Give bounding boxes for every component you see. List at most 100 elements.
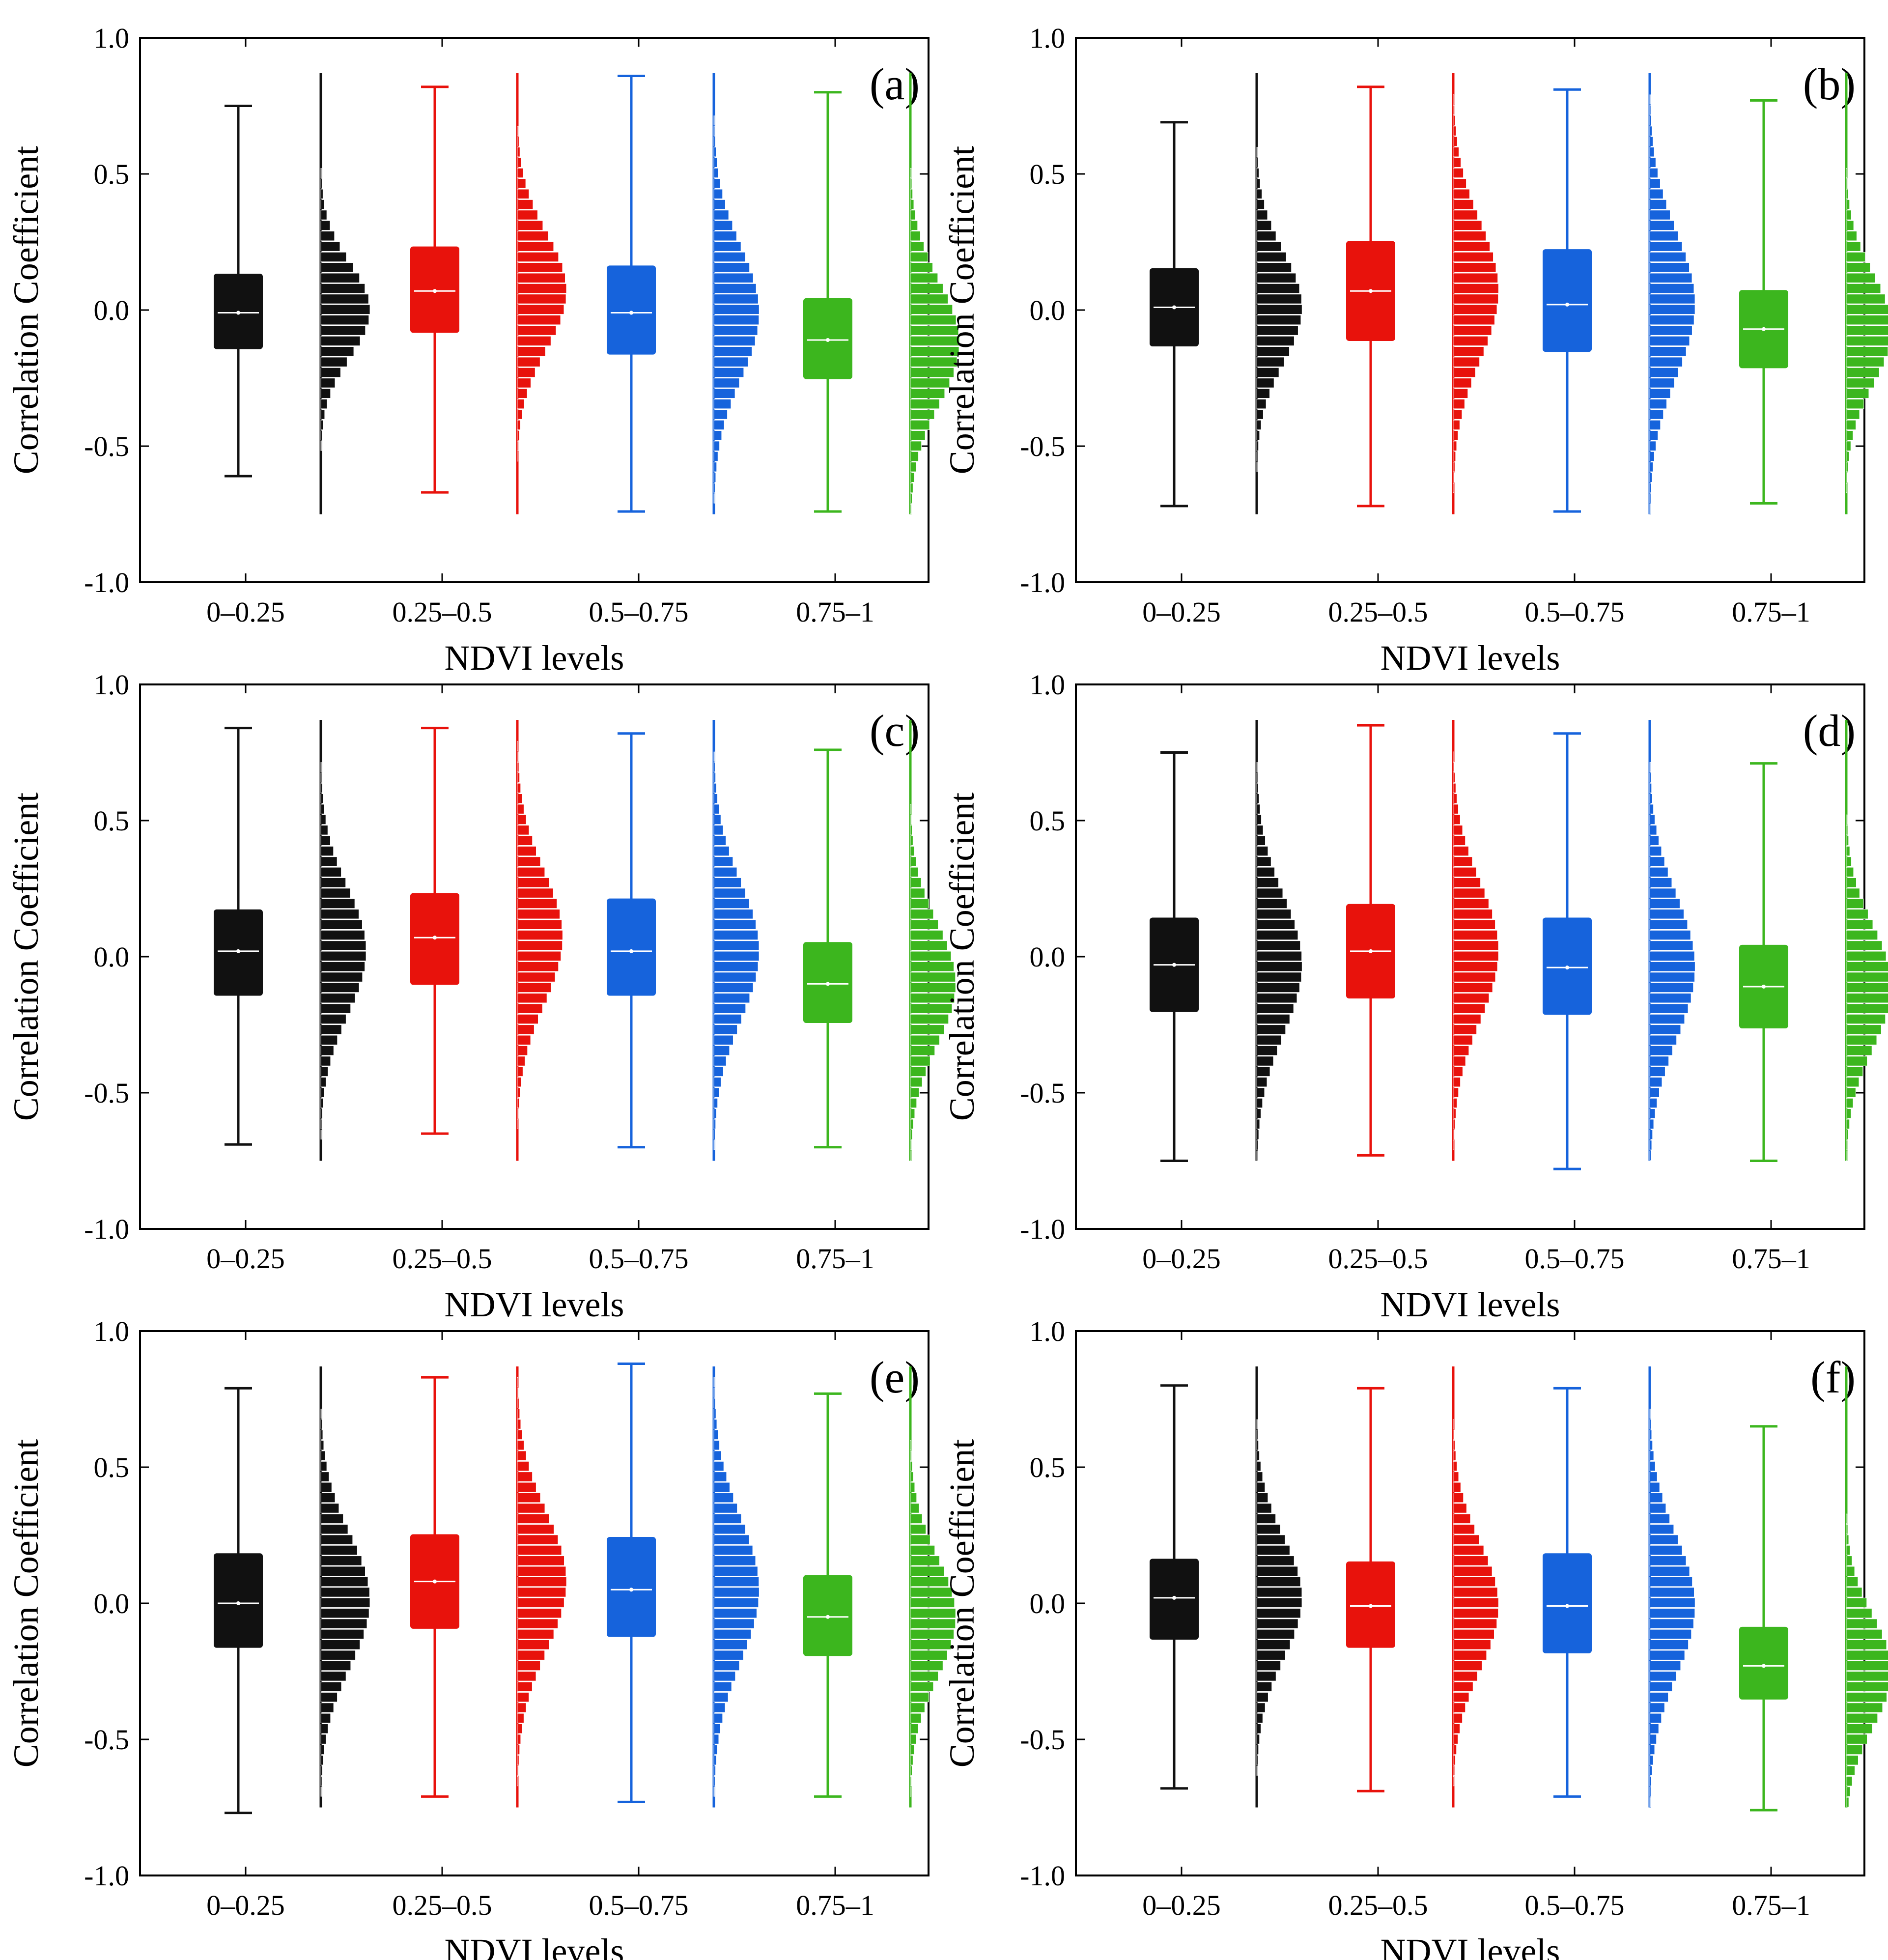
histogram-bar [320, 1461, 327, 1472]
histogram-bar [713, 283, 757, 294]
histogram-bar [910, 1692, 929, 1703]
histogram-bar [713, 1681, 732, 1692]
histogram-bar [1649, 1150, 1652, 1161]
histogram-bar [1846, 898, 1864, 909]
histogram-bar [1846, 1014, 1886, 1024]
histogram-bar [1453, 441, 1457, 451]
histogram-bar [1649, 993, 1691, 1003]
mean-marker [629, 1588, 633, 1592]
histogram-bar [1649, 1024, 1681, 1035]
histogram-bar [1649, 1066, 1665, 1077]
histogram-bar [1846, 878, 1857, 888]
histogram-bar [517, 898, 557, 909]
histogram-bar [1846, 1119, 1850, 1129]
mean-marker [433, 936, 437, 940]
histogram-bar [1649, 1755, 1654, 1765]
histogram-bar [320, 1692, 338, 1703]
histogram-bar [320, 1087, 325, 1098]
histogram-bar [713, 1056, 727, 1066]
series-2: 0.5–0.75 [1525, 684, 1695, 1275]
histogram-bar [1453, 273, 1498, 283]
histogram-bar [713, 919, 756, 930]
histogram-bar [517, 1398, 519, 1408]
histogram-bar [1649, 888, 1676, 898]
histogram-bar [910, 325, 959, 336]
histogram-bar [517, 1534, 559, 1545]
histogram-bar [517, 1671, 536, 1681]
histogram-bar [1649, 231, 1679, 241]
histogram-bar [910, 867, 919, 877]
histogram-bar [713, 1534, 750, 1545]
histogram-bar [713, 1566, 758, 1576]
histogram-bar [1649, 1576, 1693, 1587]
histogram-bar [713, 751, 715, 762]
histogram-bar [713, 1388, 715, 1398]
histogram-bar [1256, 930, 1298, 940]
histogram-bar [1453, 919, 1495, 930]
x-axis-title: NDVI levels [445, 638, 624, 678]
histogram-bar [1846, 867, 1854, 877]
histogram-bar [320, 1765, 323, 1776]
histogram-bar [1256, 898, 1287, 909]
histogram-bar [910, 346, 959, 357]
x-tick-label: 0–0.25 [206, 1243, 285, 1275]
histogram-bar [517, 1077, 522, 1087]
histogram-bar [320, 1056, 331, 1066]
histogram-bar [1256, 1640, 1291, 1650]
series-2: 0.5–0.75 [589, 684, 760, 1275]
histogram-bar [910, 1503, 920, 1513]
histogram-bar [713, 1503, 737, 1513]
panel-c: -1.0 -0.5 0.0 0.5 1.0 Correlation Coefficient… [6, 669, 956, 1324]
histogram-bar [910, 388, 945, 398]
histogram-bar [320, 835, 331, 846]
y-tick-label: 0.0 [94, 294, 130, 326]
histogram-bar [1256, 325, 1298, 336]
histogram-bar [1846, 472, 1848, 483]
histogram-bar [713, 252, 746, 262]
histogram-bar [517, 814, 527, 825]
histogram-bar [1649, 1692, 1669, 1703]
panel-b: -1.0 -0.5 0.0 0.5 1.0 Correlation Coefficient… [942, 22, 1888, 678]
mean-marker [826, 1615, 830, 1619]
histogram-bar [910, 930, 943, 940]
histogram-bar [910, 420, 930, 430]
y-tick-label: 0.0 [94, 1588, 130, 1619]
histogram-bar [1453, 783, 1456, 794]
histogram-bar [1649, 794, 1653, 804]
histogram-bar [1649, 919, 1688, 930]
histogram-bar [1649, 1087, 1660, 1098]
histogram-bar [1649, 1587, 1694, 1597]
histogram-bar [713, 1556, 756, 1566]
y-tick-label: -0.5 [84, 1077, 129, 1109]
histogram-bar [1453, 940, 1499, 951]
histogram-bar [1256, 794, 1260, 804]
histogram-bar [713, 1776, 715, 1787]
panel-e: -1.0 -0.5 0.0 0.5 1.0 Correlation Coefficient… [6, 1315, 956, 1960]
histogram-bar [1256, 252, 1287, 262]
histogram-bar [713, 1440, 720, 1450]
histogram-bar [1649, 1077, 1663, 1087]
histogram-bar [1846, 1787, 1851, 1797]
histogram-bar [320, 210, 327, 220]
histogram-bar [1256, 1024, 1286, 1035]
histogram-bar [1256, 189, 1262, 199]
histogram-bar [1453, 199, 1474, 210]
histogram-bar [1256, 420, 1262, 430]
histogram-bar [910, 441, 922, 451]
histogram-bar [910, 1450, 912, 1461]
histogram-bar [1256, 1703, 1266, 1713]
histogram-bar [517, 336, 551, 346]
x-tick-label: 0.75–1 [796, 596, 874, 628]
histogram-bar [1453, 252, 1493, 262]
histogram-bar [713, 399, 732, 409]
histogram-bar [517, 909, 560, 919]
histogram-bar [910, 856, 916, 867]
histogram-bar [517, 1755, 519, 1765]
histogram-bar [1846, 1681, 1888, 1692]
histogram-bar [910, 962, 954, 972]
histogram-bar [713, 1671, 736, 1681]
histogram-bar [1649, 1098, 1658, 1108]
histogram-bar [1453, 846, 1469, 856]
histogram-bar [1846, 1087, 1856, 1098]
y-axis-title: Correlation Coefficient [6, 793, 46, 1121]
